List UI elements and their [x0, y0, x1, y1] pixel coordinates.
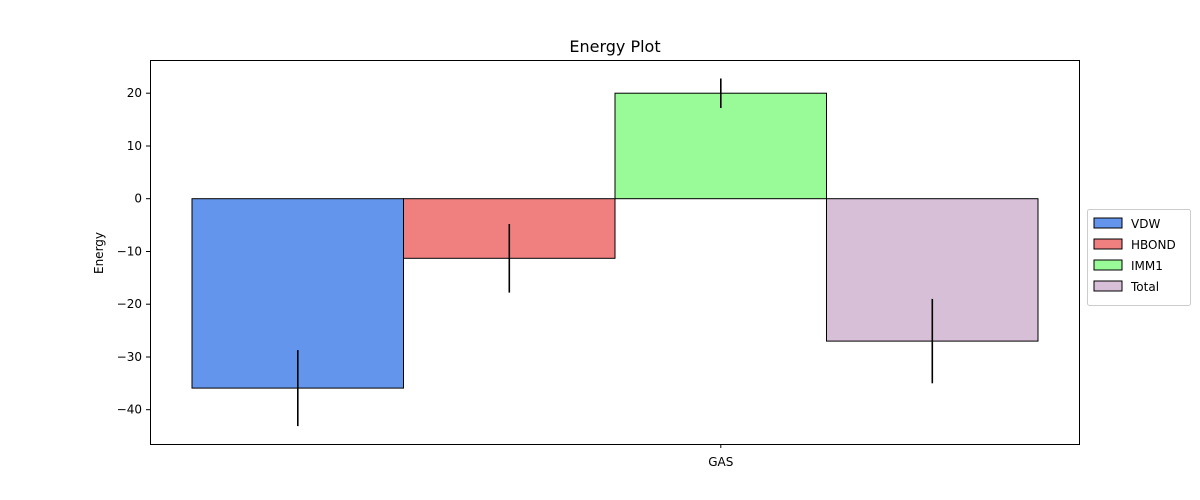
legend-swatch-hbond [1093, 238, 1123, 250]
x-axis: GAS [708, 444, 733, 469]
legend-label-vdw: VDW [1131, 217, 1160, 231]
y-axis: 20 10 0 −10 −20 −30 −40 [117, 86, 150, 417]
y-tick-label: 20 [127, 86, 142, 100]
y-tick-label: 0 [134, 192, 142, 206]
y-axis-label: Energy [92, 232, 106, 274]
plot-area-frame [150, 60, 1080, 445]
chart-title: Energy Plot [569, 37, 660, 56]
y-tick-label: 10 [127, 139, 142, 153]
bar-imm1 [614, 92, 827, 200]
legend-swatch-imm1 [1093, 259, 1123, 271]
y-tick-label: −20 [117, 297, 142, 311]
legend: VDW HBOND IMM1 Total [1087, 209, 1191, 306]
error-bars-group [296, 78, 934, 427]
y-tick-label: −40 [117, 403, 142, 417]
bar-total [826, 198, 1039, 342]
legend-swatch-vdw [1093, 217, 1123, 229]
legend-swatch-total [1093, 280, 1123, 292]
bars-group [191, 92, 1039, 389]
legend-label-hbond: HBOND [1131, 238, 1176, 252]
y-tick-label: −30 [117, 350, 142, 364]
y-tick-label: −10 [117, 245, 142, 259]
legend-label-imm1: IMM1 [1131, 259, 1163, 273]
x-tick-label: GAS [708, 455, 733, 469]
legend-label-total: Total [1130, 280, 1159, 294]
